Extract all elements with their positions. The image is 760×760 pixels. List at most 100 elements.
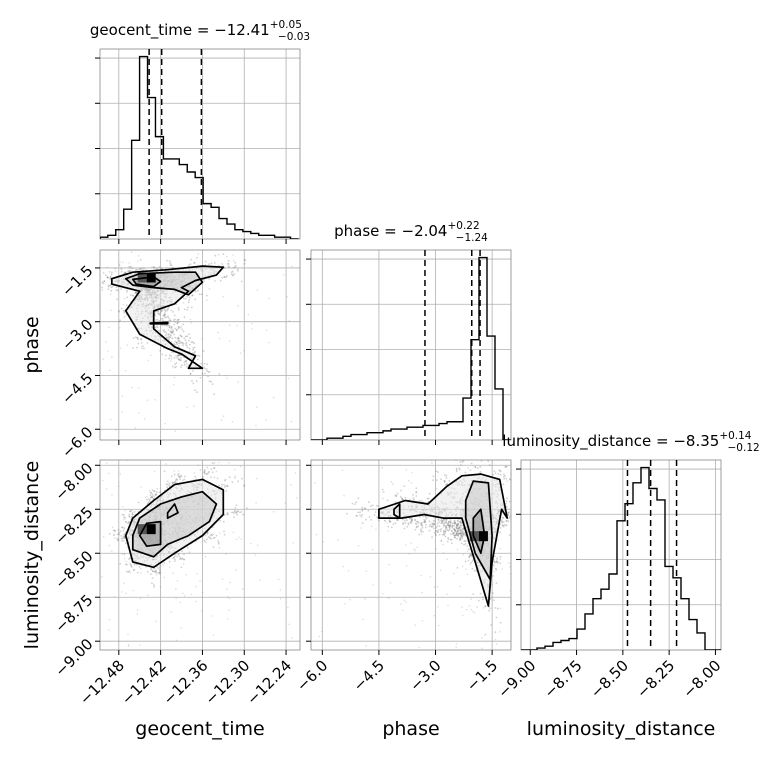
sample-point — [405, 601, 407, 603]
sample-point — [433, 586, 436, 588]
scatter-clip — [100, 250, 300, 440]
sample-point — [162, 330, 165, 332]
sample-point — [173, 555, 176, 558]
sample-point — [155, 493, 158, 495]
sample-point — [290, 420, 293, 423]
sample-point — [437, 529, 440, 532]
sample-point — [473, 569, 476, 572]
sample-point — [408, 553, 411, 555]
sample-point — [418, 533, 421, 536]
sample-point — [434, 517, 436, 520]
sample-point — [241, 477, 244, 480]
sample-point — [187, 339, 190, 342]
sample-point — [411, 519, 413, 522]
sample-point — [394, 494, 397, 496]
sample-point — [166, 259, 168, 262]
sample-point — [138, 501, 140, 504]
sample-point — [221, 578, 224, 580]
sample-point — [122, 536, 125, 538]
sample-point — [443, 522, 446, 524]
sample-point — [448, 525, 451, 528]
sample-point — [119, 530, 122, 533]
sample-point — [132, 294, 135, 297]
sample-point — [426, 497, 429, 500]
sample-point — [137, 342, 140, 345]
sample-point — [455, 527, 458, 530]
sample-point — [458, 532, 461, 535]
sample-point — [176, 474, 179, 476]
panel-title-geocent_time: geocent_time = −12.41+0.05 −0.03 — [90, 19, 310, 43]
sample-point — [207, 472, 210, 474]
sample-point — [138, 412, 140, 414]
sample-point — [177, 475, 180, 478]
sample-point — [456, 537, 458, 540]
sample-point — [425, 516, 428, 519]
sample-point — [181, 335, 183, 338]
sample-point — [246, 507, 248, 510]
sample-point — [162, 564, 164, 566]
sample-point — [136, 336, 139, 339]
sample-point — [455, 524, 458, 527]
sample-point — [449, 521, 452, 523]
sample-point — [243, 349, 245, 352]
sample-point — [136, 571, 139, 574]
sample-point — [505, 465, 508, 468]
sample-point — [130, 265, 132, 268]
sample-point — [217, 541, 220, 544]
sample-point — [455, 527, 458, 529]
sample-point — [174, 430, 177, 433]
sample-point — [456, 533, 459, 535]
sample-point — [444, 525, 447, 528]
sample-point — [459, 524, 462, 527]
sample-point — [225, 485, 227, 487]
sample-point — [136, 346, 138, 349]
sample-point — [155, 326, 158, 328]
sample-point — [235, 511, 238, 514]
sample-point — [451, 526, 454, 529]
sample-point — [458, 468, 461, 471]
sample-point — [164, 334, 167, 337]
sample-point — [508, 478, 511, 480]
sample-point — [449, 519, 452, 521]
sample-point — [224, 478, 227, 481]
sample-point — [134, 336, 137, 338]
sample-point — [159, 586, 162, 588]
sample-point — [216, 477, 219, 480]
sample-point — [147, 359, 150, 362]
sample-point — [161, 324, 164, 327]
sample-point — [315, 533, 318, 536]
sample-point — [387, 597, 390, 599]
sample-point — [237, 480, 240, 483]
sample-point — [172, 329, 175, 331]
sample-point — [234, 266, 236, 268]
sample-point — [395, 494, 398, 497]
sample-point — [411, 518, 413, 521]
sample-point — [183, 558, 186, 561]
sample-point — [208, 278, 211, 280]
panels-layer: geocent_time = −12.41+0.05 −0.03 phase = −… — [90, 19, 760, 655]
sample-point — [288, 623, 291, 626]
sample-point — [494, 638, 497, 641]
sample-point — [258, 579, 261, 582]
sample-point — [459, 538, 461, 541]
sample-point — [404, 522, 407, 525]
sample-point — [402, 523, 405, 525]
sample-point — [467, 548, 470, 550]
sample-point — [450, 538, 453, 541]
sample-point — [461, 457, 463, 459]
sample-point — [128, 515, 131, 518]
sample-point — [128, 270, 131, 273]
sample-point — [235, 504, 238, 507]
sample-point — [488, 609, 491, 612]
sample-point — [166, 309, 168, 312]
sample-point — [492, 575, 494, 577]
sample-point — [498, 469, 501, 472]
title-main: phase = −2.04 — [334, 222, 447, 240]
sample-point — [239, 465, 242, 468]
sample-point — [459, 536, 462, 539]
sample-point — [196, 256, 198, 259]
sample-point — [370, 525, 373, 528]
sample-point — [473, 611, 476, 614]
sample-point — [294, 472, 297, 474]
sample-point — [171, 365, 174, 368]
